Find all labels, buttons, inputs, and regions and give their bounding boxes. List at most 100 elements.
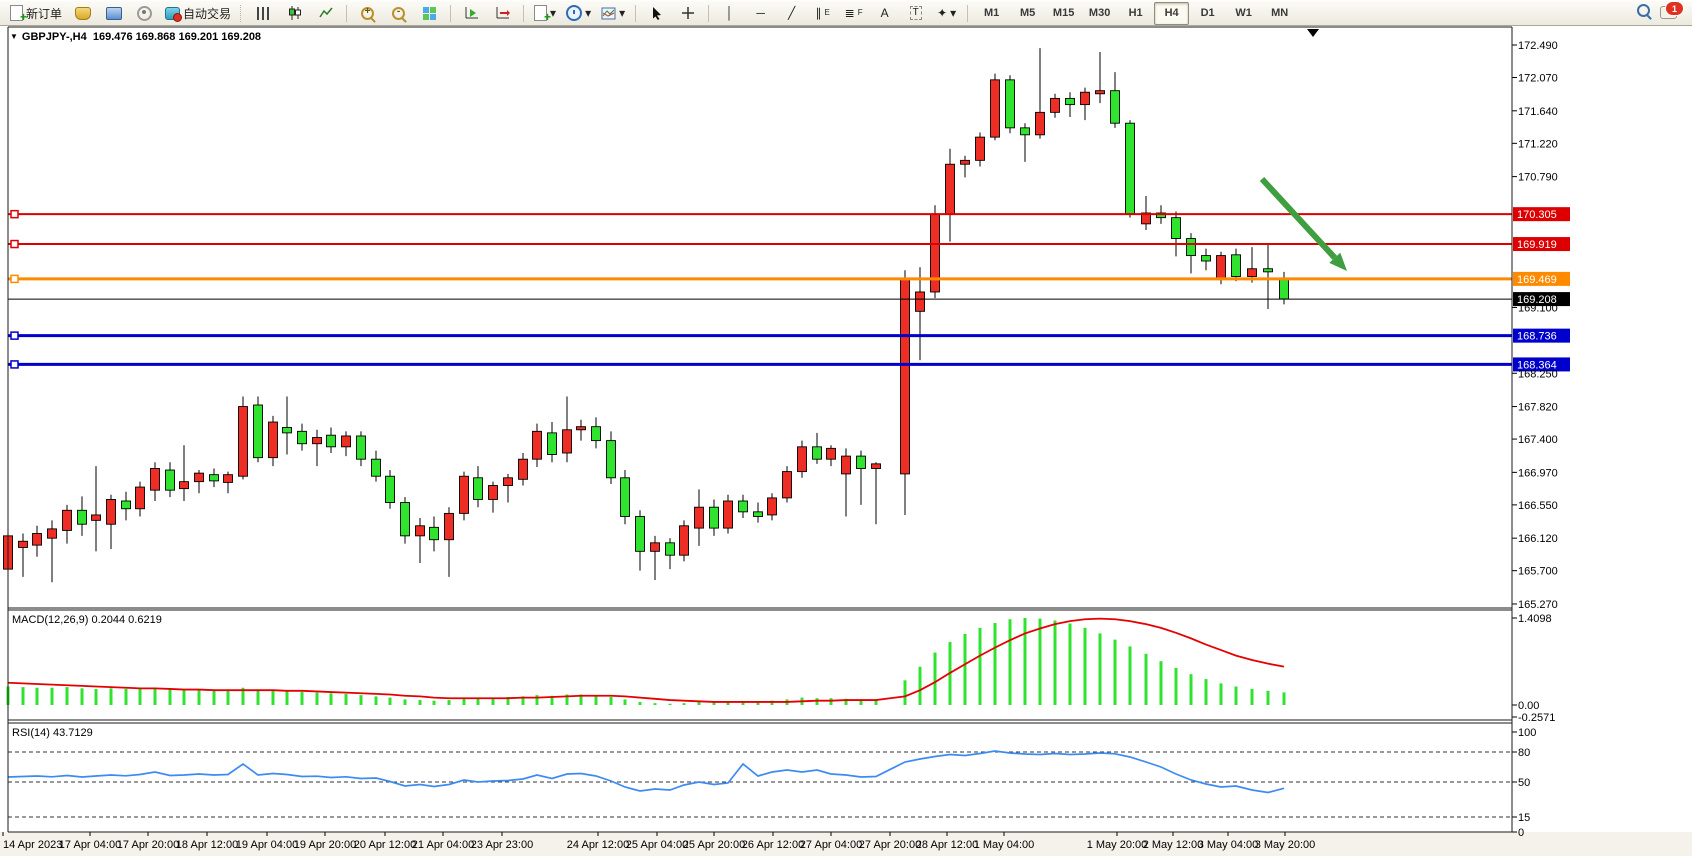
indicators-button[interactable]: ▾	[597, 2, 629, 25]
macd-signal-line	[7, 617, 1285, 703]
svg-text:50: 50	[1518, 777, 1530, 789]
line-handle	[10, 360, 19, 369]
chart-shift-marker[interactable]	[1307, 29, 1319, 37]
timeframe-button-w1[interactable]: W1	[1235, 7, 1252, 19]
channel-tool[interactable]: ∥ E	[815, 6, 830, 20]
svg-text:165.700: 165.700	[1518, 566, 1558, 578]
time-label: 17 Apr 04:00	[59, 839, 121, 851]
line-chart-button[interactable]	[311, 2, 340, 25]
time-label: 24 Apr 12:00	[567, 839, 629, 851]
candlestick-chart-button[interactable]	[280, 2, 309, 25]
time-label: 19 Apr 20:00	[294, 839, 356, 851]
time-axis-strip	[0, 832, 1692, 856]
trendline-tool[interactable]: ╱	[777, 2, 806, 25]
cursor-tool-button[interactable]	[642, 2, 671, 25]
periods-button[interactable]: ▾	[562, 2, 595, 25]
timeframe-button-h1[interactable]: H1	[1128, 7, 1143, 19]
timeframe-button-m5[interactable]: M5	[1019, 7, 1036, 19]
svg-text:0: 0	[1518, 827, 1524, 839]
timeframe-button-m30[interactable]: M30	[1088, 7, 1111, 19]
chart-canvas[interactable]: 170.305 169.919 169.469 168.736 168.364 169.2…	[0, 26, 1692, 856]
svg-text:167.400: 167.400	[1518, 434, 1558, 446]
fibonacci-tool[interactable]: ≣ F	[844, 6, 863, 20]
timeframe-button-mn[interactable]: MN	[1271, 7, 1289, 19]
auto-scroll-button[interactable]	[457, 2, 486, 25]
svg-text:169.919: 169.919	[1517, 239, 1557, 251]
label-icon: T	[909, 6, 922, 20]
time-label: 20 Apr 12:00	[354, 839, 416, 851]
search-button[interactable]	[1637, 4, 1652, 22]
tile-windows-button[interactable]	[415, 2, 444, 25]
price-tag	[1513, 237, 1570, 252]
time-label: 23 Apr 23:00	[471, 839, 533, 851]
symbol-dropdown-icon[interactable]: ▼	[10, 32, 18, 41]
toolbar-separator	[635, 4, 637, 22]
macd-panel: 1.4098 0.00-0.2571	[6, 613, 1555, 724]
time-label: 28 Apr 12:00	[916, 839, 978, 851]
svg-text:171.220: 171.220	[1518, 138, 1558, 150]
search-icon	[1637, 4, 1652, 20]
price-axis: 172.490 172.070 171.640 171.220 170.790 169.1…	[1512, 40, 1558, 611]
templates-button[interactable]: + ▾	[530, 2, 560, 25]
signals-button[interactable]	[130, 2, 159, 25]
svg-text:166.550: 166.550	[1518, 500, 1558, 512]
horizontal-line-tool[interactable]: ─	[746, 2, 775, 25]
auto-scroll-icon	[465, 7, 479, 19]
level-lines-layer[interactable]: 170.305 169.919 169.469 168.736 168.364 169.2…	[8, 207, 1570, 372]
time-label: 21 Apr 04:00	[412, 839, 474, 851]
chart-shift-button[interactable]	[488, 2, 517, 25]
timeframe-button-m1[interactable]: M1	[983, 7, 1000, 19]
zoom-out-icon: -	[392, 6, 407, 23]
zoom-in-icon: +	[361, 6, 376, 23]
svg-text:169.100: 169.100	[1518, 302, 1558, 314]
svg-text:172.490: 172.490	[1518, 40, 1558, 52]
new-order-icon: +	[10, 5, 27, 24]
line-handle	[10, 209, 19, 219]
line-chart-icon	[318, 7, 333, 18]
label-tool[interactable]: T	[901, 2, 930, 25]
vertical-line-tool[interactable]: │	[715, 2, 744, 25]
svg-text:166.120: 166.120	[1518, 533, 1558, 545]
crosshair-tool-button[interactable]	[673, 2, 702, 25]
bar-chart-icon	[257, 6, 271, 20]
time-label: 2 May 12:00	[1143, 839, 1204, 851]
zoom-in-button[interactable]: +	[353, 2, 382, 25]
crosshair-icon	[681, 7, 694, 19]
templates-icon: +	[534, 5, 551, 24]
arrows-tool[interactable]: ✦ ▾	[932, 2, 961, 25]
svg-text:168.364: 168.364	[1517, 359, 1557, 371]
annotation-arrow[interactable]	[1259, 176, 1347, 271]
toolbar-separator	[708, 4, 710, 22]
vertical-line-icon: │	[725, 6, 734, 20]
time-label: 3 May 20:00	[1255, 839, 1316, 851]
toolbar-grip	[240, 4, 244, 22]
indicators-icon	[601, 7, 616, 19]
timeframe-button-m15[interactable]: M15	[1052, 7, 1075, 19]
svg-text:168.736: 168.736	[1517, 331, 1557, 343]
toolbar-separator	[523, 4, 525, 22]
line-handle	[10, 331, 19, 340]
timeframe-button-h4[interactable]: H4	[1154, 1, 1190, 25]
svg-text:167.820: 167.820	[1518, 402, 1558, 414]
auto-trading-button[interactable]: 自动交易	[161, 2, 235, 25]
time-label: 27 Apr 20:00	[859, 839, 921, 851]
charts-window-button[interactable]	[99, 2, 128, 25]
bar-chart-button[interactable]	[249, 2, 278, 25]
chat-button[interactable]: 1	[1660, 1, 1684, 20]
zoom-out-button[interactable]: -	[384, 2, 413, 25]
new-order-button[interactable]: + 新订单	[6, 2, 66, 25]
line-handle	[10, 274, 19, 284]
new-order-label: 新订单	[26, 6, 63, 21]
candles-layer	[3, 48, 1289, 591]
deposit-button[interactable]	[68, 2, 97, 25]
timeframe-button-d1[interactable]: D1	[1200, 7, 1215, 19]
charts-window-icon	[105, 6, 122, 20]
toolbar-separator	[346, 4, 348, 22]
signals-icon	[137, 5, 153, 21]
chart-area[interactable]: 170.305 169.919 169.469 168.736 168.364 169.2…	[0, 26, 1692, 856]
text-tool[interactable]: A	[870, 2, 899, 25]
arrows-icon: ✦	[937, 6, 948, 20]
svg-text:172.070: 172.070	[1518, 73, 1558, 85]
